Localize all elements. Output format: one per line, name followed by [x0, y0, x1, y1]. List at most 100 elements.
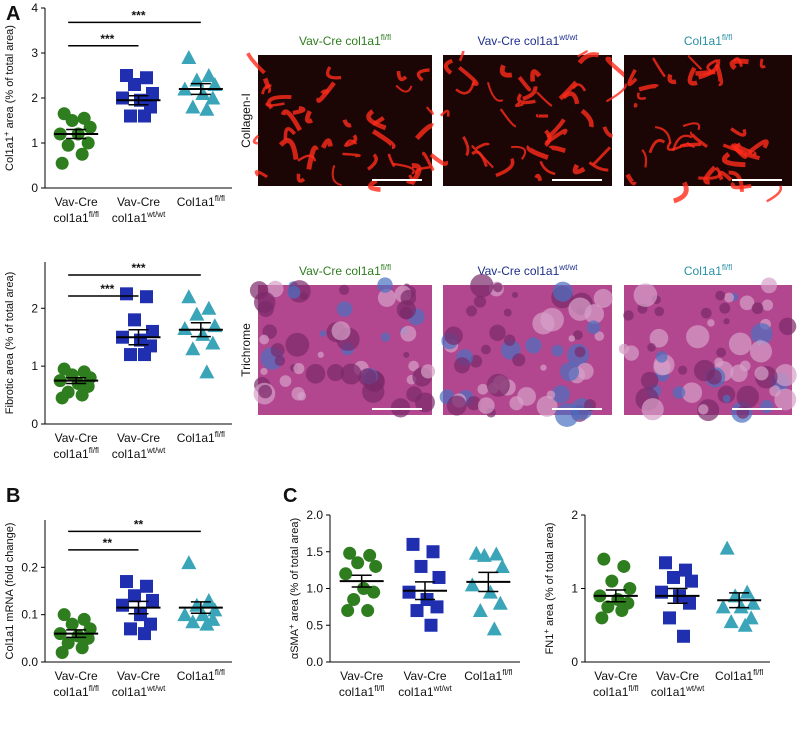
y-tick-label: 1.5 — [306, 545, 323, 559]
tissue — [681, 382, 703, 403]
data-point — [605, 574, 619, 588]
column-label: Vav-Cre col1a1fl/fl — [299, 263, 391, 278]
collagen-fiber — [462, 135, 470, 157]
collagen-fiber — [343, 139, 358, 148]
y-tick-label: 0 — [31, 417, 38, 431]
x-tick-label: Col1a1fl/fl — [177, 668, 225, 683]
category-sup: fl/fl — [215, 430, 225, 439]
column-label-text: Col1a1 — [684, 34, 722, 48]
category-sup: fl/fl — [374, 684, 384, 693]
data-point — [177, 321, 193, 336]
collagen-fiber — [682, 122, 701, 131]
tissue — [390, 398, 411, 418]
data-point — [623, 582, 637, 595]
x-tick-label: Col1a1fl/fl — [464, 668, 512, 683]
data-point — [124, 622, 137, 636]
y-tick-label: 2 — [31, 301, 38, 315]
column-label-sup: wt/wt — [558, 33, 578, 42]
tissue — [300, 292, 308, 300]
data-point — [146, 593, 159, 607]
y-tick-label: 4 — [31, 1, 38, 15]
data-point — [77, 612, 91, 626]
data-point — [402, 585, 416, 599]
collagen-fiber — [262, 77, 272, 94]
data-point — [140, 71, 153, 85]
collagen-fiber — [592, 146, 612, 166]
data-point — [205, 335, 221, 350]
collagen-fiber — [499, 64, 513, 78]
tissue — [377, 288, 396, 307]
micrograph — [624, 55, 792, 186]
x-tick-label: Col1a1fl/fl — [177, 194, 225, 209]
data-point — [597, 552, 611, 566]
y-axis-label: Col1a1+ area (% of total area) — [2, 25, 16, 171]
data-point — [75, 641, 89, 655]
collagen-fiber — [687, 66, 698, 86]
data-point — [75, 147, 89, 161]
collagen-fiber — [416, 68, 430, 82]
data-point — [361, 604, 375, 618]
data-point — [201, 592, 217, 607]
y-tick-label: 0 — [571, 655, 578, 669]
tissue — [285, 332, 310, 357]
data-point — [207, 602, 223, 617]
data-point — [189, 72, 205, 87]
category-line: col1a1 — [112, 447, 148, 461]
category-line: Col1a1 — [177, 669, 215, 683]
collagen-fiber — [342, 119, 352, 128]
collagen-fiber — [283, 127, 297, 140]
x-tick-label: col1a1wt/wt — [398, 684, 452, 699]
data-point — [205, 90, 221, 105]
y-label-part: FN1 — [544, 634, 556, 655]
category-sup: wt/wt — [433, 684, 453, 693]
significance-label: *** — [100, 32, 114, 46]
collagen-fiber — [280, 109, 303, 132]
tissue — [400, 325, 417, 342]
collagen-fiber — [515, 101, 524, 108]
category-sup: wt/wt — [685, 684, 705, 693]
tissue — [466, 305, 478, 317]
collagen-fiber — [641, 149, 648, 168]
tissue — [486, 373, 510, 397]
data-point — [195, 86, 211, 100]
collagen-fiber — [306, 145, 319, 170]
row-label: Collagen-I — [239, 93, 253, 148]
tissue — [477, 383, 489, 395]
collagen-fiber — [316, 81, 336, 103]
collagen-fiber — [517, 76, 532, 92]
category-line: Col1a1 — [177, 195, 215, 209]
tissue — [623, 345, 639, 361]
data-point — [128, 78, 141, 91]
category-line: Vav-Cre — [340, 669, 383, 683]
tissue — [287, 285, 301, 299]
data-point — [81, 136, 95, 150]
collagen-fiber — [278, 138, 299, 160]
data-point — [343, 546, 357, 560]
column-label: Vav-Cre col1a1wt/wt — [477, 33, 578, 48]
collagen-fiber — [580, 108, 594, 128]
category-sup: wt/wt — [146, 210, 166, 219]
tissue — [778, 317, 797, 336]
data-point — [120, 575, 133, 589]
tissue — [517, 387, 536, 406]
collagen-fiber — [455, 80, 476, 95]
category-line: Col1a1 — [464, 669, 502, 683]
collagen-fiber — [292, 105, 306, 115]
tissue — [540, 364, 547, 371]
collagen-fiber — [368, 178, 381, 192]
collagen-fiber — [667, 73, 677, 85]
tissue — [593, 288, 613, 308]
tissue — [317, 351, 324, 358]
collagen-fiber — [648, 138, 666, 154]
category-line: col1a1 — [339, 685, 375, 699]
significance-label: *** — [100, 282, 114, 296]
collagen-fiber — [572, 163, 586, 175]
collagen-fiber — [297, 154, 317, 162]
tissue — [259, 334, 269, 345]
data-point — [667, 570, 680, 584]
collagen-fiber — [266, 94, 292, 110]
data-point — [723, 614, 739, 629]
tissue — [568, 297, 592, 321]
tissue — [672, 386, 686, 399]
tissue — [319, 330, 327, 337]
